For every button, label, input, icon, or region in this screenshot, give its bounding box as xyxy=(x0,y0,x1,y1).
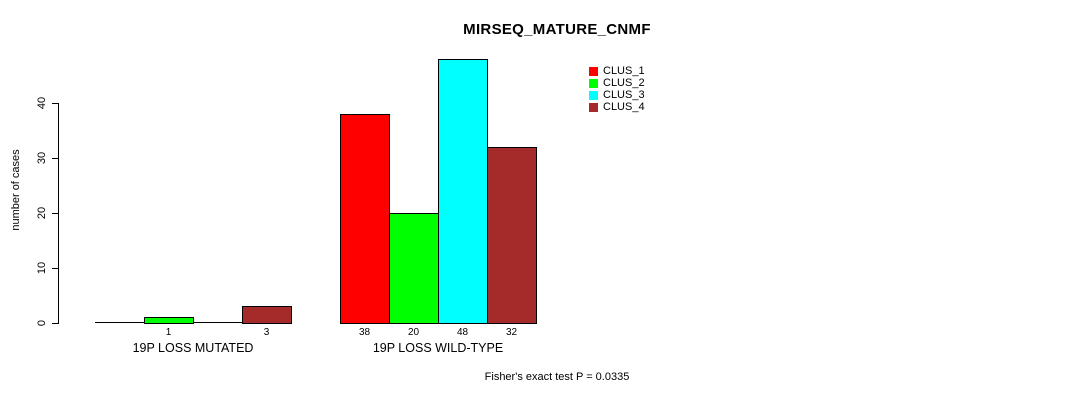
legend-swatch-clus_1 xyxy=(589,66,598,76)
bar-clus_1-group2 xyxy=(340,114,390,324)
y-tick-mark xyxy=(52,323,58,324)
bar-value-label: 1 xyxy=(165,327,172,338)
zero-bar-baseline xyxy=(95,322,145,323)
y-tick-label: 40 xyxy=(36,96,48,110)
legend-swatch-clus_2 xyxy=(589,78,598,88)
legend-label: CLUS_3 xyxy=(603,89,645,101)
y-tick-label: 0 xyxy=(36,319,48,327)
legend-entry: CLUS_1 xyxy=(589,65,645,77)
legend-entry: CLUS_4 xyxy=(589,101,645,113)
zero-bar-baseline xyxy=(193,322,243,323)
bar-value-label: 20 xyxy=(407,327,420,338)
bar-value-label: 48 xyxy=(456,327,469,338)
bar-value-label: 38 xyxy=(358,327,371,338)
legend-entry: CLUS_3 xyxy=(589,89,645,101)
y-tick-label: 20 xyxy=(36,206,48,220)
bar-clus_4-group1 xyxy=(242,306,292,324)
bar-clus_2-group2 xyxy=(389,213,439,324)
group-label: 19P LOSS MUTATED xyxy=(132,341,254,355)
chart-footer: Fisher's exact test P = 0.0335 xyxy=(484,371,630,383)
y-axis-label: number of cases xyxy=(10,149,22,231)
bar-value-label: 3 xyxy=(263,327,270,338)
bar-clus_2-group1 xyxy=(144,317,194,324)
legend: CLUS_1 CLUS_2 CLUS_3 CLUS_4 xyxy=(589,65,645,113)
y-tick-label: 10 xyxy=(36,261,48,275)
legend-label: CLUS_4 xyxy=(603,101,645,113)
y-tick-label: 30 xyxy=(36,151,48,165)
y-tick-mark xyxy=(52,213,58,214)
legend-swatch-clus_3 xyxy=(589,90,598,100)
bar-clus_3-group2 xyxy=(438,59,488,324)
legend-label: CLUS_1 xyxy=(603,65,645,77)
y-tick-mark xyxy=(52,103,58,104)
y-tick-mark xyxy=(52,158,58,159)
bar-value-label: 32 xyxy=(505,327,518,338)
legend-label: CLUS_2 xyxy=(603,77,645,89)
bar-clus_4-group2 xyxy=(487,147,537,324)
chart-title: MIRSEQ_MATURE_CNMF xyxy=(463,21,651,38)
y-axis-line xyxy=(58,103,59,324)
group-label: 19P LOSS WILD-TYPE xyxy=(372,341,504,355)
legend-entry: CLUS_2 xyxy=(589,77,645,89)
legend-swatch-clus_4 xyxy=(589,102,598,112)
y-tick-mark xyxy=(52,268,58,269)
